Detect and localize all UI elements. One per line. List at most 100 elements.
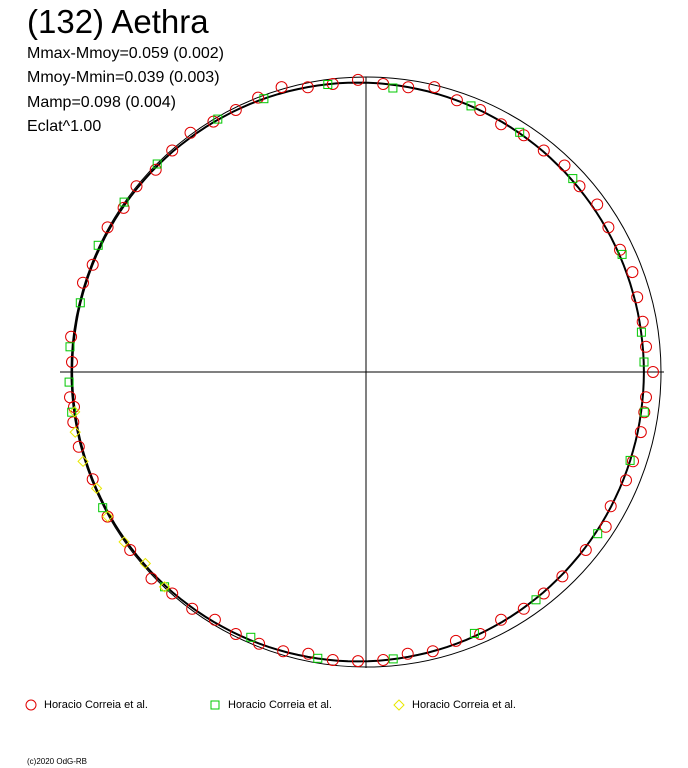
data-point-circle xyxy=(184,126,197,139)
data-point-circle xyxy=(208,613,221,626)
data-point-square xyxy=(568,174,578,184)
data-point-diamond xyxy=(139,557,152,570)
data-point-circle xyxy=(124,544,137,556)
data-point-circle xyxy=(537,587,550,600)
data-point-diamond xyxy=(90,482,103,495)
legend-item-diamond: Horacio Correia et al. xyxy=(392,697,516,713)
data-point-square xyxy=(67,407,77,417)
data-point-circle xyxy=(573,180,586,193)
data-point-circle xyxy=(591,198,604,211)
reference-circle xyxy=(70,76,662,668)
data-point-circle xyxy=(301,81,314,94)
legend-item-circle: Horacio Correia et al. xyxy=(24,697,148,713)
page-title: (132) Aethra xyxy=(27,3,209,40)
data-point-circle xyxy=(186,602,199,615)
data-point-circle xyxy=(517,602,530,615)
data-point-circle xyxy=(620,474,632,487)
data-point-circle xyxy=(166,587,179,600)
data-point-circle xyxy=(402,81,415,94)
data-point-circle xyxy=(495,118,508,131)
data-point-circle xyxy=(252,91,265,104)
stat-mmoy-mmin: Mmoy-Mmin=0.039 (0.003) xyxy=(27,69,220,86)
data-point-square xyxy=(593,529,603,539)
data-point-circle xyxy=(450,94,463,107)
data-point-square xyxy=(388,654,398,664)
plot-marks xyxy=(64,73,659,668)
data-point-square xyxy=(466,101,476,111)
data-point-circle xyxy=(401,647,414,660)
data-point-circle xyxy=(166,144,179,157)
data-point-circle xyxy=(72,440,85,453)
data-point-circle xyxy=(634,426,647,439)
data-point-square xyxy=(65,342,75,352)
data-point-square xyxy=(160,582,170,592)
data-point-circle xyxy=(130,180,143,193)
legend-diamond-marker xyxy=(393,699,405,711)
data-point-square xyxy=(98,503,108,513)
data-point-circle xyxy=(229,628,242,640)
data-point-square xyxy=(313,653,323,663)
data-point-diamond xyxy=(69,426,81,438)
data-point-square xyxy=(515,127,525,137)
data-point-circle xyxy=(626,266,639,279)
data-point-square xyxy=(152,159,162,169)
data-point-circle xyxy=(604,500,617,513)
data-point-circle xyxy=(428,81,441,94)
data-point-square xyxy=(388,83,398,93)
data-point-circle xyxy=(145,572,158,585)
copyright-text: (c)2020 OdG-RB xyxy=(27,757,88,766)
data-point-circle xyxy=(426,645,439,658)
legend-circle-marker xyxy=(25,699,37,711)
data-point-square xyxy=(636,327,646,337)
data-point-circle xyxy=(352,655,364,668)
data-point-circle xyxy=(275,81,288,94)
data-point-square xyxy=(625,455,635,465)
data-point-circle xyxy=(326,78,339,90)
data-point-circle xyxy=(253,637,266,650)
data-point-circle xyxy=(495,613,508,626)
data-point-circle xyxy=(599,520,612,533)
data-point-circle xyxy=(556,570,569,583)
plot-axes xyxy=(60,76,664,668)
data-point-square xyxy=(119,197,129,207)
data-point-square xyxy=(64,377,74,387)
data-point-circle xyxy=(647,366,659,378)
data-point-circle xyxy=(474,628,487,640)
data-point-square xyxy=(93,240,103,250)
data-point-circle xyxy=(326,654,339,666)
data-point-circle xyxy=(537,144,550,157)
data-point-circle xyxy=(627,455,639,468)
stat-mamp: Mamp=0.098 (0.004) xyxy=(27,94,176,111)
data-point-circle xyxy=(579,544,592,556)
data-point-diamond xyxy=(101,510,114,523)
data-point-circle xyxy=(558,159,571,172)
data-point-square xyxy=(531,595,541,605)
legend-label-square: Horacio Correia et al. xyxy=(228,699,332,711)
data-point-circle xyxy=(352,73,364,86)
legend-label-circle: Horacio Correia et al. xyxy=(44,699,148,711)
data-point-circle xyxy=(614,243,626,256)
data-point-circle xyxy=(229,104,242,116)
data-point-circle xyxy=(68,400,80,413)
data-point-circle xyxy=(86,258,99,271)
data-point-square xyxy=(246,632,256,642)
legend-square-marker xyxy=(210,700,220,710)
data-point-circle xyxy=(602,221,615,234)
data-point-circle xyxy=(640,391,652,404)
data-point-diamond xyxy=(68,406,81,418)
data-point-circle xyxy=(117,201,130,214)
data-point-circle xyxy=(77,276,89,289)
data-point-circle xyxy=(66,356,78,368)
stat-mmax-mmoy: Mmax-Mmoy=0.059 (0.002) xyxy=(27,45,224,62)
stat-eclat: Eclat^1.00 xyxy=(27,118,102,135)
data-point-diamond xyxy=(118,536,130,548)
data-point-square xyxy=(213,114,223,124)
data-point-square xyxy=(75,298,85,308)
data-point-circle xyxy=(86,473,99,486)
data-point-circle xyxy=(149,163,162,176)
data-point-square xyxy=(323,80,333,89)
data-point-circle xyxy=(449,634,462,647)
data-point-square xyxy=(639,407,649,417)
data-point-circle xyxy=(636,315,649,328)
